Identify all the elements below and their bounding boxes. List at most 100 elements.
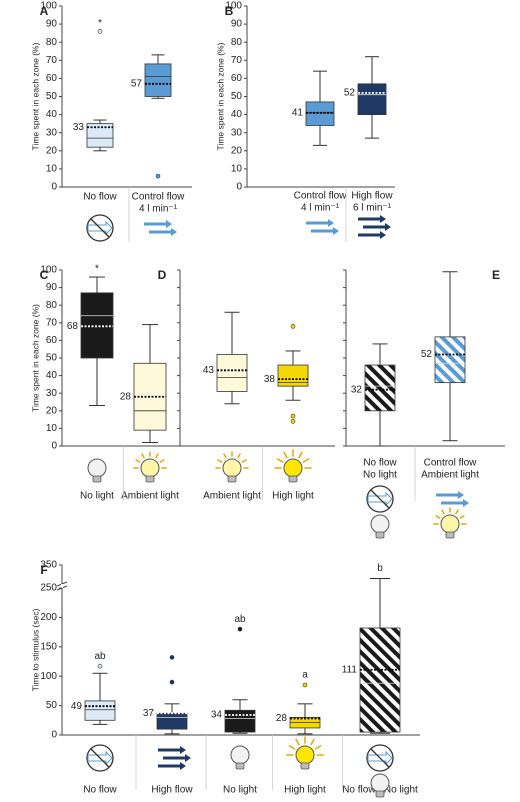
icon-flow-arrow	[306, 219, 334, 227]
box	[277, 364, 309, 387]
y-tick-label: 50	[46, 353, 58, 364]
y-tick-label: 10	[231, 164, 243, 175]
y-tick-label: 70	[231, 55, 243, 66]
y-tick-label: 40	[46, 109, 58, 120]
mean-label: 37	[143, 708, 155, 719]
y-tick-label: 90	[46, 19, 58, 30]
y-tick-label: 10	[46, 164, 58, 175]
y-tick-label: 30	[231, 127, 243, 138]
icon-no-sign	[86, 214, 114, 242]
y-tick-label: 60	[231, 73, 243, 84]
mean-label: 38	[264, 374, 276, 385]
significance-label: *	[98, 18, 102, 29]
x-category-label: Ambient light	[203, 491, 261, 502]
icon-slash	[370, 489, 390, 509]
mean-label: 34	[211, 710, 223, 721]
outlier	[169, 655, 175, 660]
box	[144, 63, 172, 97]
mean-label: 28	[120, 391, 132, 402]
icon-ray	[159, 459, 165, 463]
box	[86, 123, 114, 148]
y-tick-label: 0	[51, 730, 57, 741]
outlier	[290, 419, 296, 424]
y-axis-title: Time spent in each zone (%)	[30, 304, 40, 412]
mean-label: 28	[276, 713, 288, 724]
icon-bulb-base	[288, 475, 298, 483]
x-category-label: Control flow	[294, 191, 348, 202]
icon-ray	[237, 453, 241, 459]
box	[84, 700, 116, 721]
icon-flow-arrow	[149, 228, 177, 236]
y-tick-label: 40	[231, 109, 243, 120]
icon-bulb	[140, 458, 160, 478]
mean-label: 33	[73, 122, 85, 133]
y-tick-label: 100	[225, 1, 242, 12]
x-category-label: Control flow	[132, 192, 186, 203]
icon-flow-arrow	[163, 754, 191, 762]
y-tick-label: 0	[236, 182, 242, 193]
y-tick-label: 250	[40, 583, 57, 594]
significance-label: a	[302, 670, 308, 681]
x-category-label: High light	[284, 785, 326, 796]
icon-no-sign	[86, 744, 114, 772]
icon-flow-arrow	[358, 231, 386, 239]
panel-letter: F	[40, 563, 47, 577]
icon-ray	[155, 453, 159, 459]
icon-ray	[314, 745, 322, 750]
outlier	[169, 679, 175, 685]
panel-letter: D	[158, 268, 167, 282]
icon-bulb-base	[445, 531, 455, 539]
x-category-label: No flow	[363, 458, 397, 469]
icon-flow-arrow	[311, 227, 339, 235]
icon-bulb-base	[145, 475, 155, 483]
panel-letter: A	[40, 4, 49, 18]
y-tick-label: 100	[40, 671, 57, 682]
outlier	[97, 29, 103, 34]
icon-ray	[441, 509, 445, 515]
icon-ray	[435, 515, 441, 519]
icon-flow-arrow	[436, 491, 464, 499]
icon-ray	[455, 509, 459, 515]
y-tick-label: 20	[231, 145, 243, 156]
x-category-label: No flow	[83, 192, 117, 203]
mean-label: 68	[67, 321, 79, 332]
y-tick-label: 50	[46, 91, 58, 102]
box	[224, 709, 256, 733]
y-tick-label: 0	[51, 182, 57, 193]
icon-no-sign	[366, 485, 394, 513]
box	[216, 354, 248, 392]
y-tick-label: 40	[46, 370, 58, 381]
y-tick-label: 50	[231, 91, 243, 102]
x-category-label: Control flow	[424, 458, 478, 469]
icon-flow-arrow	[158, 746, 186, 754]
icon-ray	[283, 451, 288, 459]
panel-letter: B	[225, 4, 234, 18]
y-tick-label: 60	[46, 73, 58, 84]
box	[305, 101, 335, 126]
mean-label: 49	[71, 701, 83, 712]
mean-label: 57	[131, 78, 143, 89]
icon-flow-arrow	[363, 223, 391, 231]
significance-label: ab	[94, 651, 106, 662]
icon-bulb-base	[235, 762, 245, 770]
icon-bulb	[370, 773, 390, 793]
y-tick-label: 100	[40, 265, 57, 276]
y-tick-label: 150	[40, 641, 57, 652]
icon-flow-arrow	[441, 499, 469, 507]
icon-bulb-base	[300, 762, 310, 770]
x-category-label: High light	[272, 491, 314, 502]
box	[364, 364, 396, 412]
y-tick-label: 80	[46, 300, 58, 311]
x-category-label: No light	[80, 491, 114, 502]
icon-bulb-base	[227, 475, 237, 483]
mean-label: 52	[421, 349, 433, 360]
x-category-label: High flow	[351, 191, 393, 202]
icon-ray	[135, 459, 141, 463]
y-tick-label: 10	[46, 423, 58, 434]
significance-label: b	[377, 563, 383, 574]
mean-label: 41	[292, 107, 304, 118]
mean-label: 111	[342, 664, 358, 675]
outlier	[302, 682, 308, 688]
icon-ray	[459, 515, 465, 519]
